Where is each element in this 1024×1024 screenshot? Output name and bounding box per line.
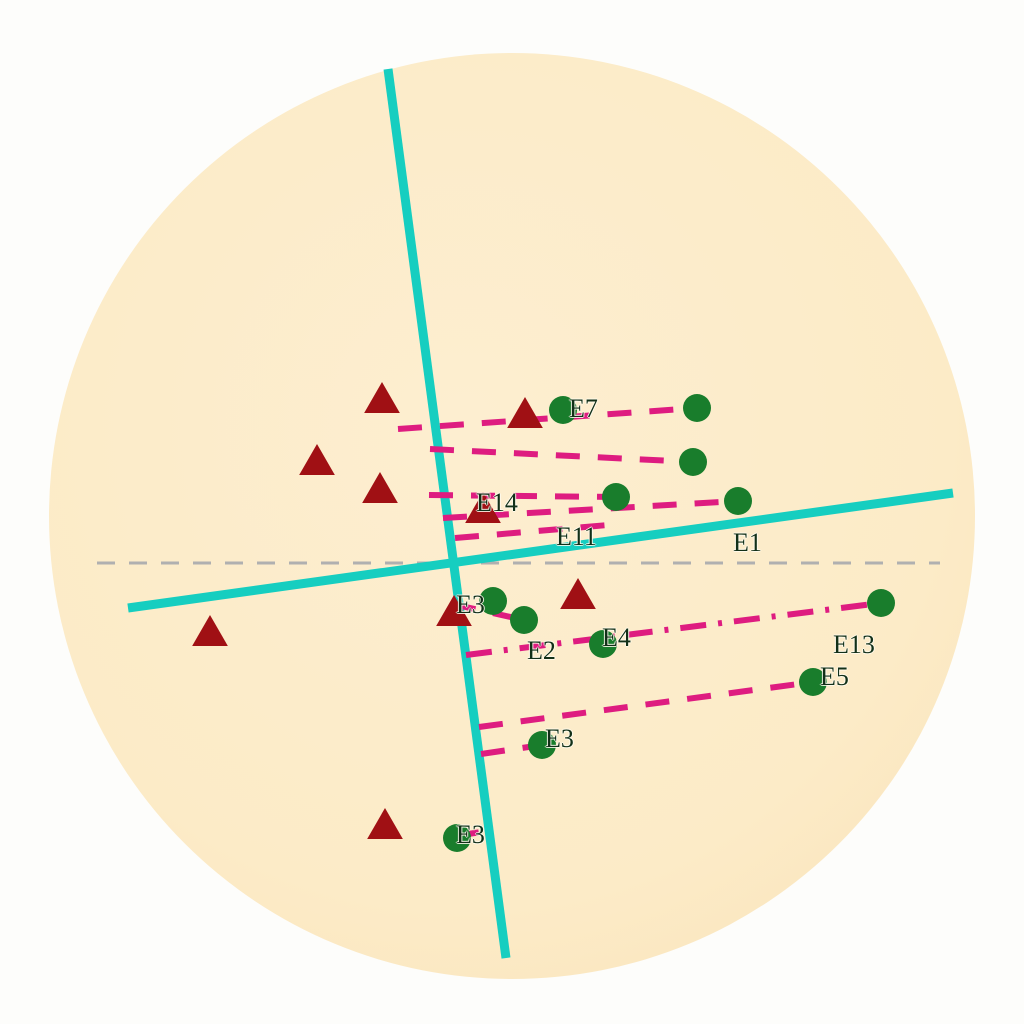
link-5 [454,521,621,541]
station-marker-group [192,382,596,839]
station-marker-4[interactable] [465,492,501,523]
fault-horizontal [127,488,954,613]
link-1 [397,405,698,432]
event-marker-5[interactable] [479,587,507,615]
station-marker-2[interactable] [362,472,398,503]
link-3 [428,492,617,500]
event-marker-group [443,394,895,852]
event-marker-6[interactable] [510,606,538,634]
event-marker-11[interactable] [443,824,471,852]
event-marker-8[interactable] [867,589,895,617]
station-marker-6[interactable] [436,595,472,626]
station-marker-8[interactable] [367,808,403,839]
fault-line-group [127,68,954,959]
event-marker-0[interactable] [549,396,577,424]
event-marker-9[interactable] [799,668,827,696]
station-marker-5[interactable] [192,615,228,646]
event-marker-10[interactable] [528,731,556,759]
event-marker-3[interactable] [602,483,630,511]
fault-vertical [383,68,511,959]
event-marker-1[interactable] [683,394,711,422]
station-marker-3[interactable] [507,397,543,428]
event-marker-4[interactable] [724,487,752,515]
station-marker-0[interactable] [364,382,400,413]
link-7 [465,600,882,658]
link-2 [429,446,694,465]
event-marker-2[interactable] [679,448,707,476]
event-marker-7[interactable] [589,630,617,658]
station-marker-7[interactable] [560,578,596,609]
link-8 [478,679,814,730]
map-disk [49,53,975,979]
station-marker-1[interactable] [299,444,335,475]
